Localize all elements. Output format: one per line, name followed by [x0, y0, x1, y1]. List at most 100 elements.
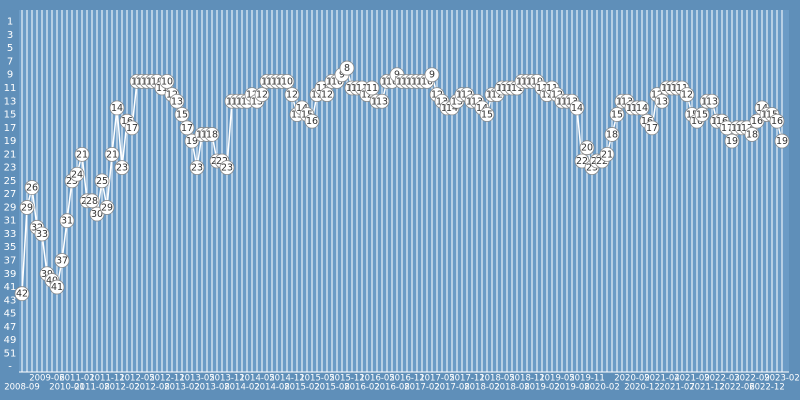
rank-label: 14 [111, 103, 123, 114]
y-tick-label: 49 [4, 335, 17, 346]
rank-label: 13 [436, 96, 448, 107]
rank-label: 16 [306, 116, 318, 127]
x-tick-label: 2011-08 [74, 383, 110, 393]
rank-point [94, 173, 110, 189]
rank-point [179, 120, 195, 136]
x-tick-label: 2020-02 [584, 383, 620, 393]
x-tick-label: 2021-04 [644, 374, 680, 384]
y-tick-label: 21 [4, 149, 17, 160]
rank-point [654, 93, 670, 109]
x-tick-label: 2013-05 [179, 374, 215, 384]
rank-label: 10 [421, 76, 433, 87]
rank-label: 25 [96, 176, 108, 187]
rank-label: 16 [716, 116, 728, 127]
rank-point [34, 226, 50, 242]
x-tick-label: 2019-05 [539, 374, 575, 384]
rank-label: 15 [291, 110, 303, 121]
rank-label: 13 [621, 96, 633, 107]
plot-area [19, 10, 789, 372]
rank-label: 10 [331, 76, 343, 87]
rank-label: 15 [766, 110, 778, 121]
rank-label: 11 [356, 83, 368, 94]
rank-point [694, 107, 710, 122]
x-tick-label: 2016-05 [359, 374, 395, 384]
x-tick-label: 2017-08 [434, 383, 470, 393]
x-tick-label: 2022-03 [704, 374, 740, 384]
rank-label: 16 [691, 116, 703, 127]
rank-label: 14 [756, 103, 768, 114]
rank-label: 12 [541, 90, 553, 101]
rank-label: 25 [66, 176, 78, 187]
rank-label: 23 [586, 163, 598, 174]
rank-point [634, 100, 650, 116]
x-tick-label: 2013-08 [194, 383, 230, 393]
rank-label: 42 [16, 289, 28, 300]
rank-label: 39 [41, 269, 53, 280]
rank-label: 41 [51, 282, 63, 293]
rank-label: 9 [429, 70, 435, 81]
x-tick-label: 2014-11 [269, 374, 305, 384]
rank-label: 23 [116, 163, 128, 174]
x-tick-label: 2020-09 [614, 374, 650, 384]
rank-label: 11 [366, 83, 378, 94]
x-tick-label: 2015-05 [299, 374, 335, 384]
y-tick-label: 41 [4, 282, 17, 293]
rank-point [54, 253, 70, 268]
rank-point [19, 200, 35, 215]
rank-label: 16 [641, 116, 653, 127]
x-tick-label: 2014-02 [224, 383, 260, 393]
x-tick-label: 2021-09 [674, 374, 710, 384]
y-tick-label: 35 [4, 242, 17, 253]
x-tick-label: 2016-02 [344, 383, 380, 393]
y-tick-label: 17 [4, 123, 17, 134]
y-tick-label: 39 [4, 269, 17, 280]
x-tick-label: 2014-05 [239, 374, 275, 384]
y-tick-label: - [8, 362, 12, 373]
y-tick-label: 31 [4, 216, 17, 227]
y-tick-label: 37 [4, 256, 17, 267]
x-tick-label: 2016-11 [389, 374, 425, 384]
rank-point [124, 120, 140, 136]
y-tick-label: 33 [4, 229, 17, 240]
x-tick-label: 2013-11 [209, 374, 245, 384]
x-tick-label: 2021-12 [689, 383, 725, 393]
rank-point [99, 200, 115, 215]
rank-label: 12 [651, 90, 663, 101]
rank-label: 12 [246, 90, 258, 101]
rank-label: 22 [576, 156, 588, 167]
rank-point [599, 146, 615, 162]
rank-point [319, 87, 335, 103]
rank-point [679, 87, 695, 103]
rank-point [424, 67, 440, 83]
rank-point [84, 193, 100, 209]
rank-label: 19 [776, 136, 788, 147]
x-tick-label: 2017-02 [404, 383, 440, 393]
rank-point [724, 133, 740, 149]
rank-point [24, 180, 40, 195]
rank-point [339, 60, 355, 76]
rank-label: 31 [61, 216, 73, 227]
rank-label: 11 [546, 83, 558, 94]
rank-label: 20 [581, 143, 593, 154]
rank-point [644, 120, 660, 136]
x-tick-label: 2014-08 [254, 383, 290, 393]
y-tick-label: 9 [7, 70, 13, 81]
rank-label: 9 [339, 70, 345, 81]
rank-point [49, 279, 65, 295]
x-tick-label: 2018-08 [494, 383, 530, 393]
rank-label: 14 [636, 103, 648, 114]
rank-label: 30 [91, 209, 103, 220]
rank-label: 22 [216, 156, 228, 167]
rank-point [219, 160, 235, 176]
rank-label: 18 [206, 129, 218, 140]
x-tick-label: 2023-02 [764, 374, 800, 384]
rank-label: 17 [126, 123, 138, 134]
rank-label: 24 [71, 169, 83, 180]
rank-label: 10 [281, 76, 293, 87]
rank-label: 12 [166, 90, 178, 101]
rank-label: 26 [26, 183, 38, 194]
y-tick-label: 25 [4, 176, 17, 187]
x-tick-label: 2012-08 [134, 383, 170, 393]
rank-label: 29 [21, 202, 33, 213]
